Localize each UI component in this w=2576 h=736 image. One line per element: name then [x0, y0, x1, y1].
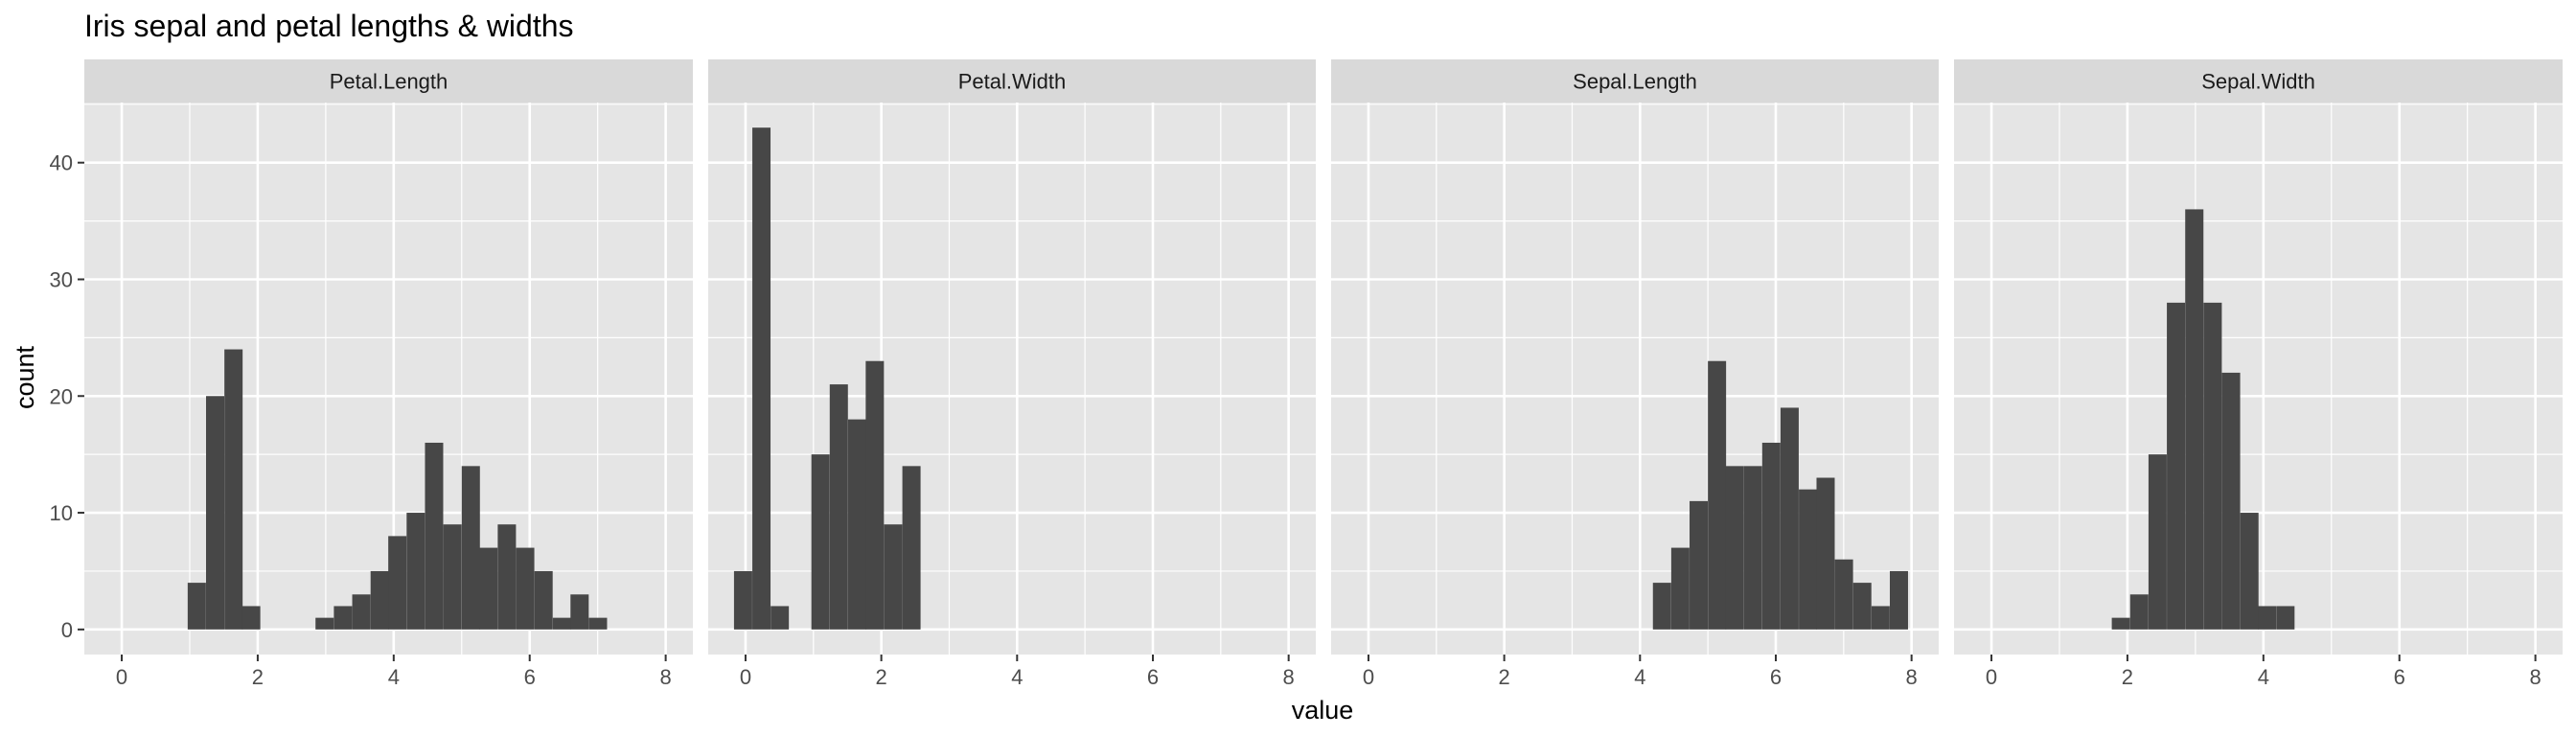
x-tick-label: 8 [1906, 665, 1918, 689]
histogram-bar [733, 570, 752, 630]
y-tick-label: 30 [50, 267, 73, 291]
histogram-bar [224, 349, 243, 630]
histogram-bar [479, 547, 498, 630]
x-tick-label: 8 [2529, 665, 2541, 689]
histogram-bar [461, 466, 480, 630]
histogram-bar [388, 536, 407, 630]
histogram-bar [2129, 594, 2149, 630]
histogram-bar [443, 524, 462, 630]
histogram-bar [1780, 407, 1799, 630]
x-tick-label: 8 [659, 665, 671, 689]
x-tick-label: 0 [740, 665, 751, 689]
x-tick-label: 4 [388, 665, 400, 689]
facet-strip-label: Sepal.Width [2201, 70, 2315, 94]
histogram-bar [2276, 606, 2295, 630]
histogram-bar [497, 524, 517, 630]
facet-panel-petal-width: Petal.Width 0 2 4 6 8 [708, 59, 1316, 689]
histogram-bar [242, 606, 261, 630]
histogram-bar [1889, 570, 1908, 630]
histogram-bar [2111, 617, 2130, 630]
x-tick-label: 2 [252, 665, 264, 689]
histogram-bar [884, 524, 903, 630]
x-tick-label: 6 [1770, 665, 1782, 689]
x-tick-label: 0 [1363, 665, 1374, 689]
histogram-bar [1708, 360, 1727, 630]
histogram-bar [1670, 547, 1690, 630]
facet-strip-label: Petal.Length [330, 70, 448, 94]
histogram-bar [847, 419, 866, 630]
histogram-bar [1761, 442, 1781, 630]
facet-panel-sepal-length: Sepal.Length 0 2 4 6 8 [1331, 59, 1939, 689]
histogram-bar [2185, 209, 2204, 630]
histogram-bar [2240, 513, 2259, 630]
histogram-bar [2167, 302, 2186, 630]
histogram-bar [352, 594, 371, 630]
histogram-bar [1725, 466, 1744, 630]
facet-strip [1331, 59, 1939, 103]
histogram-bar [534, 570, 553, 630]
x-tick-label: 4 [1634, 665, 1645, 689]
histogram-bar [334, 606, 353, 630]
histogram-bar [2203, 302, 2222, 630]
histogram-bar [902, 466, 921, 630]
histogram-bar [811, 454, 830, 630]
y-tick-label: 10 [50, 501, 73, 525]
x-tick-label: 6 [524, 665, 536, 689]
y-tick-label: 0 [61, 618, 73, 642]
facet-strip-label: Petal.Width [958, 70, 1067, 94]
histogram-bar [1834, 559, 1853, 630]
panel-background [708, 103, 1316, 655]
facet-strip [1954, 59, 2563, 103]
x-tick-label: 2 [2122, 665, 2133, 689]
x-tick-label: 8 [1283, 665, 1295, 689]
histogram-bar [370, 570, 389, 630]
histogram-bar [1690, 500, 1709, 630]
histogram-bar [406, 513, 426, 630]
histogram-bar [829, 384, 848, 630]
histogram-bar [1871, 606, 1890, 630]
histogram-bar [206, 396, 225, 630]
histogram-bar [2258, 606, 2277, 630]
facet-strip [708, 59, 1316, 103]
histogram-bar [315, 617, 334, 630]
histogram-bar [516, 547, 535, 630]
x-tick-label: 4 [2258, 665, 2269, 689]
histogram-bar [865, 360, 885, 630]
x-tick-label: 0 [1986, 665, 1997, 689]
x-tick-label: 6 [2394, 665, 2405, 689]
histogram-bar [2148, 454, 2167, 630]
facet-panel-sepal-width: Sepal.Width 0 2 4 6 8 [1954, 59, 2563, 689]
facet-strip-label: Sepal.Length [1573, 70, 1697, 94]
histogram-bar [752, 127, 771, 630]
histogram-bar [1852, 583, 1872, 630]
x-tick-label: 4 [1011, 665, 1023, 689]
x-tick-label: 0 [116, 665, 127, 689]
chart-title: Iris sepal and petal lengths & widths [84, 9, 574, 43]
histogram-bar [1799, 489, 1818, 630]
histogram-bar [1743, 466, 1762, 630]
x-tick-label: 2 [876, 665, 887, 689]
histogram-bar [588, 617, 608, 630]
x-tick-label: 6 [1147, 665, 1159, 689]
histogram-bar [1652, 583, 1671, 630]
facet-strip [84, 59, 693, 103]
facet-panel-petal-length: Petal.Length 0 2 4 6 8 0 10 20 30 40 [50, 59, 693, 689]
histogram-bar [1816, 477, 1835, 630]
histogram-bar [552, 617, 571, 630]
x-tick-label: 2 [1499, 665, 1510, 689]
y-tick-label: 40 [50, 151, 73, 175]
histogram-bar [770, 606, 790, 630]
histogram-bar [570, 594, 589, 630]
y-axis-title: count [11, 345, 39, 409]
histogram-bar [2221, 372, 2241, 630]
x-axis-title: value [1292, 696, 1354, 724]
histogram-bar [187, 583, 206, 630]
y-tick-label: 20 [50, 384, 73, 408]
histogram-bar [425, 442, 444, 630]
